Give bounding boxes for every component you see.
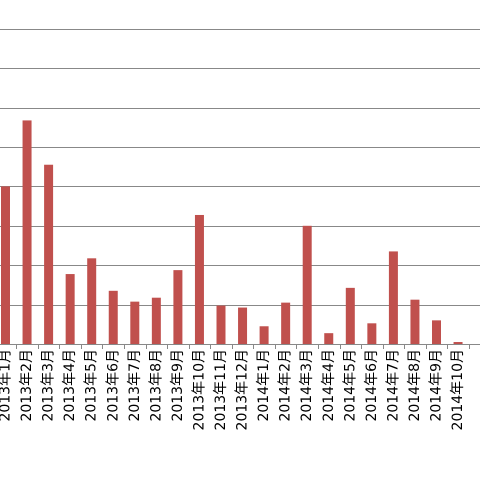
- bar: [130, 301, 140, 344]
- x-axis: [0, 344, 480, 349]
- bar: [44, 164, 54, 344]
- x-tick-label: 2014年4月: [321, 349, 337, 422]
- x-tick-label: 2013年9月: [170, 349, 186, 422]
- x-tick-label: 2014年2月: [278, 349, 294, 422]
- bar: [345, 287, 355, 344]
- bar: [22, 120, 32, 344]
- x-tick-label: 2013年7月: [127, 349, 143, 422]
- x-tick-label: 2014年1月: [256, 349, 272, 422]
- bar: [388, 251, 398, 344]
- bar: [259, 326, 269, 344]
- bar: [151, 297, 161, 344]
- bar: [65, 274, 75, 344]
- gridlines: [0, 29, 480, 306]
- x-tick-label: 2014年3月: [299, 349, 315, 422]
- x-tick-label: 2014年5月: [342, 349, 358, 422]
- x-tick-label: 2014年7月: [385, 349, 401, 422]
- x-tick-label: 2013年4月: [62, 349, 78, 422]
- bar: [324, 333, 334, 344]
- bar: [432, 320, 441, 344]
- x-tick-label: 2013年6月: [105, 349, 121, 422]
- x-tick-label: 2014年9月: [429, 349, 445, 422]
- x-tick-label: 2013年1月: [0, 349, 14, 422]
- bar: [238, 307, 248, 344]
- bar: [87, 258, 97, 344]
- x-tick-label: 2013年5月: [84, 349, 100, 422]
- x-tick-label: 2013年8月: [148, 349, 164, 422]
- x-tick-label: 2013年12月: [235, 349, 251, 430]
- bar: [194, 214, 204, 344]
- bar: [367, 323, 377, 344]
- bar: [281, 302, 291, 344]
- x-tick-label: 2013年3月: [41, 349, 57, 422]
- x-tick-label: 2014年8月: [407, 349, 423, 422]
- bar: [410, 299, 420, 344]
- bar: [108, 290, 118, 344]
- bar: [302, 225, 312, 344]
- bar: [216, 305, 226, 344]
- bar: [173, 270, 183, 345]
- bar: [453, 342, 463, 344]
- bar: [1, 186, 10, 344]
- x-tick-labels: 2013年1月 2013年2月 2013年3月 2013年4月 2013年5月 2013年…: [0, 349, 466, 430]
- x-tick-label: 2013年10月: [191, 349, 207, 430]
- x-tick-label: 2014年6月: [364, 349, 380, 422]
- x-tick-label: 2013年11月: [213, 349, 229, 430]
- bars: [1, 120, 463, 345]
- x-tick-label: 2013年2月: [19, 349, 35, 422]
- x-tick-label: 2014年10月: [450, 349, 466, 430]
